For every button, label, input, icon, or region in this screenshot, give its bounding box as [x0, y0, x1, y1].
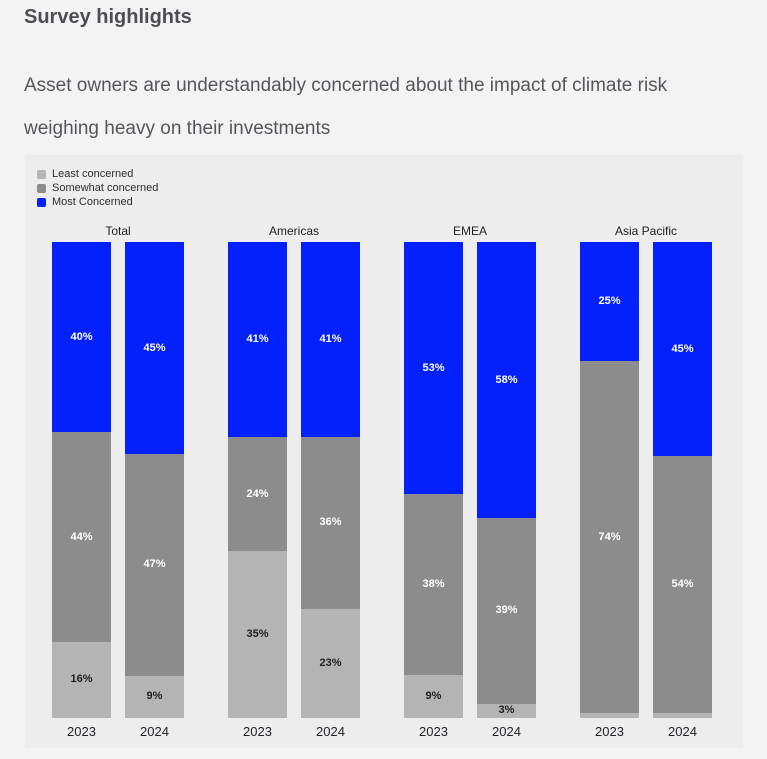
bar-column: 58% 39% 3% 2024	[477, 242, 536, 739]
axis-year-label: 2023	[595, 724, 624, 739]
bar-segment: 38%	[404, 494, 463, 676]
bar-segment-label: 53%	[422, 361, 445, 374]
bar-segment-label: 36%	[319, 516, 342, 529]
legend-swatch-most-concerned	[37, 197, 46, 207]
bar-segment: 9%	[404, 675, 463, 718]
bar-segment-label: 47%	[143, 558, 166, 571]
bar-segment: 16%	[52, 641, 111, 718]
legend-item: Somewhat concerned	[37, 181, 743, 195]
bar-segment: 35%	[228, 551, 287, 718]
chart-legend: Least concerned Somewhat concerned Most Co…	[25, 155, 743, 209]
bar-column: 41% 36% 23% 2024	[301, 242, 360, 739]
stacked-bar-2023: 41% 24% 35%	[228, 242, 287, 718]
bar-segment-label: 74%	[598, 530, 621, 543]
bar-segment: 53%	[404, 242, 463, 495]
stacked-bar-2023: 40% 44% 16%	[52, 242, 111, 718]
bar-column: 25% 74% 2023	[580, 242, 639, 739]
bar-segment-label: 45%	[671, 342, 694, 355]
stacked-bar-2024: 41% 36% 23%	[301, 242, 360, 718]
bar-segment-label: 41%	[246, 333, 269, 346]
bar-segment: 58%	[477, 242, 536, 519]
bar-segment: 54%	[653, 456, 712, 714]
legend-label: Somewhat concerned	[52, 181, 159, 194]
bar-group-total: Total 40% 44% 16% 2023 45% 47% 9% 2024	[52, 224, 184, 739]
legend-swatch-somewhat-concerned	[37, 183, 46, 193]
axis-year-label: 2023	[419, 724, 448, 739]
legend-item: Least concerned	[37, 167, 743, 181]
stacked-bar-2024: 45% 47% 9%	[125, 242, 184, 718]
bar-segment: 23%	[301, 608, 360, 718]
axis-year-label: 2024	[316, 724, 345, 739]
bar-segment: 74%	[580, 361, 639, 714]
bar-column: 45% 47% 9% 2024	[125, 242, 184, 739]
group-title: Asia Pacific	[614, 224, 678, 238]
group-title: EMEA	[452, 224, 487, 238]
bar-segment-label: 25%	[598, 295, 621, 307]
bar-segment: 44%	[52, 432, 111, 642]
bar-segment-label: 54%	[671, 578, 694, 591]
bar-group-asia-pacific: Asia Pacific 25% 74% 2023 45% 54% 2024	[580, 224, 712, 739]
bar-column: 45% 54% 2024	[653, 242, 712, 739]
bar-segment: 40%	[52, 242, 111, 433]
legend-label: Most Concerned	[52, 195, 133, 208]
stacked-bar-2024: 58% 39% 3%	[477, 242, 536, 718]
chart: Total 40% 44% 16% 2023 45% 47% 9% 2024 Americas 41…	[25, 224, 743, 739]
bar-segment-label: 24%	[246, 487, 269, 500]
bar-segment-label: 39%	[495, 604, 518, 617]
bar-segment-label: 38%	[422, 578, 445, 591]
group-title: Americas	[268, 224, 319, 238]
bar-group-americas: Americas 41% 24% 35% 2023 41% 36% 23% 2024	[228, 224, 360, 739]
bar-segment: 47%	[125, 454, 184, 676]
bar-segment-label: 9%	[146, 690, 163, 703]
bar-column: 41% 24% 35% 2023	[228, 242, 287, 739]
bar-segment: 3%	[477, 703, 536, 718]
axis-year-label: 2024	[492, 724, 521, 739]
bar-segment	[580, 713, 639, 718]
stacked-bar-2023: 25% 74%	[580, 242, 639, 718]
bar-segment-label: 45%	[143, 341, 166, 354]
bar-segment-label: 9%	[425, 690, 442, 703]
bar-group-emea: EMEA 53% 38% 9% 2023 58% 39% 3% 2024	[404, 224, 536, 739]
legend-swatch-least-concerned	[37, 169, 46, 179]
bar-pair: 41% 24% 35% 2023 41% 36% 23% 2024	[228, 242, 360, 739]
bar-segment: 45%	[653, 242, 712, 457]
bar-segment-label: 40%	[70, 330, 93, 343]
bar-segment-label: 23%	[319, 656, 342, 669]
bar-segment	[653, 713, 712, 718]
bar-segment-label: 41%	[319, 333, 342, 346]
bar-segment: 45%	[125, 242, 184, 455]
bar-segment: 24%	[228, 437, 287, 552]
bar-segment-label: 35%	[246, 628, 269, 641]
group-title: Total	[105, 224, 131, 238]
bar-segment-label: 44%	[70, 530, 93, 543]
bar-segment: 41%	[301, 242, 360, 438]
bar-segment: 36%	[301, 437, 360, 609]
page-subtitle: Asset owners are understandably concerne…	[24, 75, 668, 139]
legend-label: Least concerned	[52, 167, 134, 180]
stacked-bar-2024: 45% 54%	[653, 242, 712, 718]
axis-year-label: 2024	[140, 724, 169, 739]
bar-pair: 40% 44% 16% 2023 45% 47% 9% 2024	[52, 242, 184, 739]
bar-column: 53% 38% 9% 2023	[404, 242, 463, 739]
bar-pair: 53% 38% 9% 2023 58% 39% 3% 2024	[404, 242, 536, 739]
bar-column: 40% 44% 16% 2023	[52, 242, 111, 739]
stacked-bar-2023: 53% 38% 9%	[404, 242, 463, 718]
legend-item: Most Concerned	[37, 195, 743, 209]
bar-segment: 9%	[125, 675, 184, 718]
axis-year-label: 2023	[67, 724, 96, 739]
bar-segment: 25%	[580, 242, 639, 361]
axis-year-label: 2023	[243, 724, 272, 739]
bar-segment: 39%	[477, 518, 536, 704]
page-title: Survey highlights	[24, 6, 192, 28]
chart-panel: Least concerned Somewhat concerned Most Co…	[25, 155, 743, 748]
bar-segment-label: 3%	[498, 704, 515, 717]
bar-segment-label: 16%	[70, 673, 93, 686]
bar-segment: 41%	[228, 242, 287, 438]
axis-year-label: 2024	[668, 724, 697, 739]
bar-pair: 25% 74% 2023 45% 54% 2024	[580, 242, 712, 739]
bar-segment-label: 58%	[495, 373, 518, 386]
